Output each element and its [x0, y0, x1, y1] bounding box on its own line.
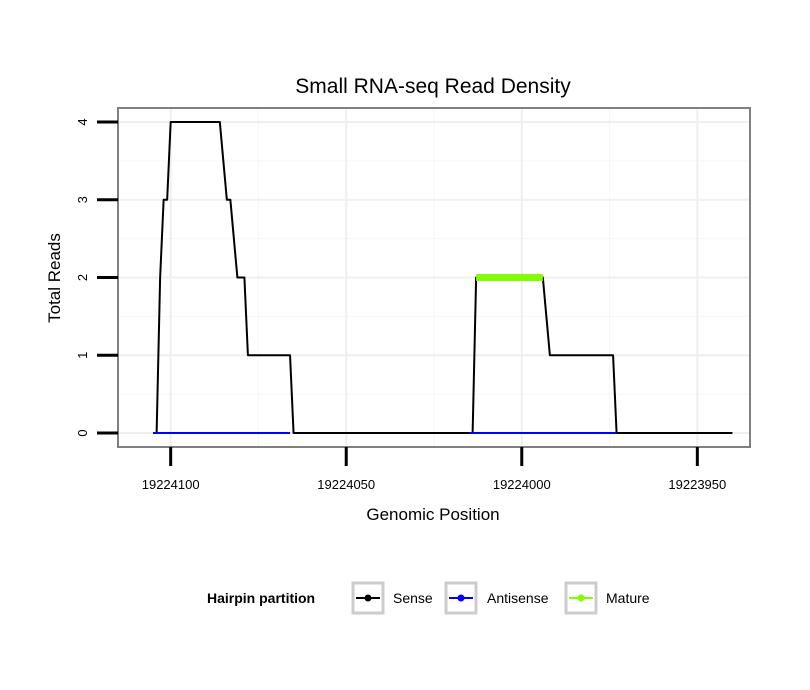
x-tick-label: 19224000 [493, 477, 551, 492]
x-axis-label: Genomic Position [366, 505, 499, 524]
legend-marker-antisense [457, 594, 465, 602]
legend: Hairpin partition Sense Antisense Mature [207, 581, 650, 615]
y-tick-label: 2 [75, 274, 90, 281]
x-tick-label: 19224100 [142, 477, 200, 492]
x-tick-label: 19224050 [317, 477, 375, 492]
legend-title: Hairpin partition [207, 590, 315, 606]
y-tick-label: 4 [75, 118, 90, 125]
legend-label-mature: Mature [606, 590, 650, 606]
chart-title: Small RNA-seq Read Density [295, 75, 571, 98]
plot-area: 0 1 2 3 4 19224100 19224050 19224000 19223950 [75, 107, 751, 492]
legend-label-antisense: Antisense [487, 590, 549, 606]
x-tick-label: 19223950 [668, 477, 726, 492]
y-tick-label: 1 [75, 352, 90, 359]
y-tick-label: 0 [75, 429, 90, 436]
series-line-sense [153, 121, 733, 434]
y-axis-label: Total Reads [45, 233, 64, 323]
legend-label-sense: Sense [393, 590, 433, 606]
y-tick-label: 3 [75, 196, 90, 203]
legend-marker-sense [364, 594, 372, 602]
legend-marker-mature [577, 594, 585, 602]
